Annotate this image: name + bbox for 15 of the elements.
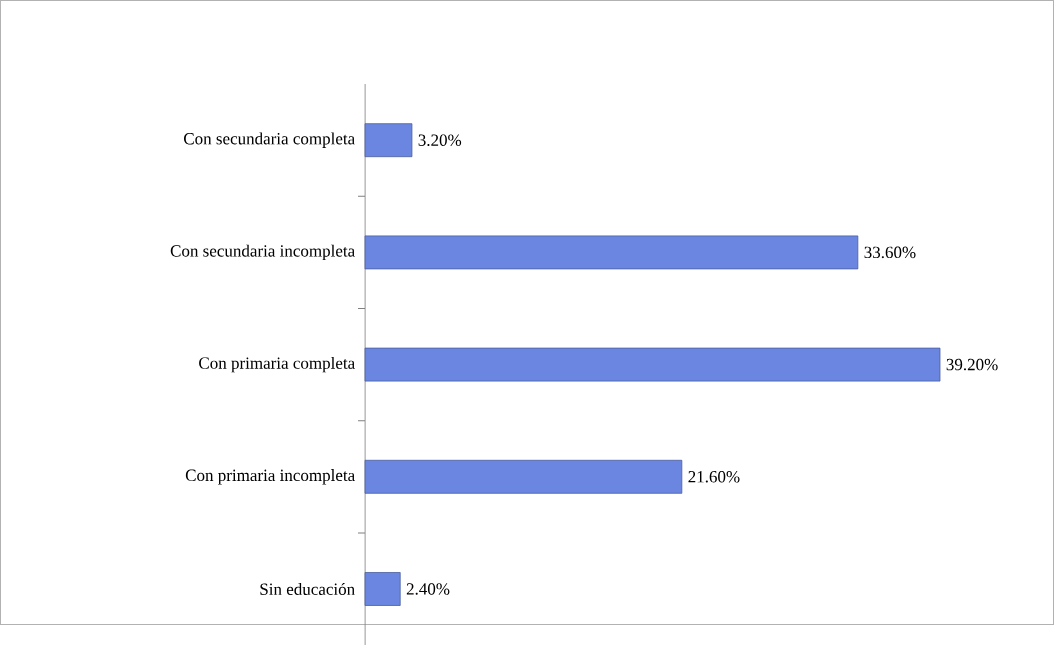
- data-label: 2.40%: [406, 583, 450, 595]
- bar: [364, 347, 941, 382]
- y-tick-label: Sin educación: [260, 583, 355, 596]
- data-label: 21.60%: [688, 471, 740, 483]
- bar: [364, 460, 683, 494]
- y-tick-label: Con primaria completa: [199, 357, 355, 373]
- y-tick-label: Con secundaria incompleta: [170, 244, 355, 261]
- data-label: 3.20%: [418, 134, 462, 147]
- y-tick-label: Con primaria incompleta: [185, 469, 355, 485]
- data-label: 39.20%: [946, 359, 998, 371]
- bar: [364, 235, 859, 270]
- data-label: 33.60%: [864, 246, 916, 259]
- y-tick-label: Con secundaria completa: [184, 132, 355, 149]
- bar: [364, 123, 413, 158]
- bar: [364, 572, 401, 607]
